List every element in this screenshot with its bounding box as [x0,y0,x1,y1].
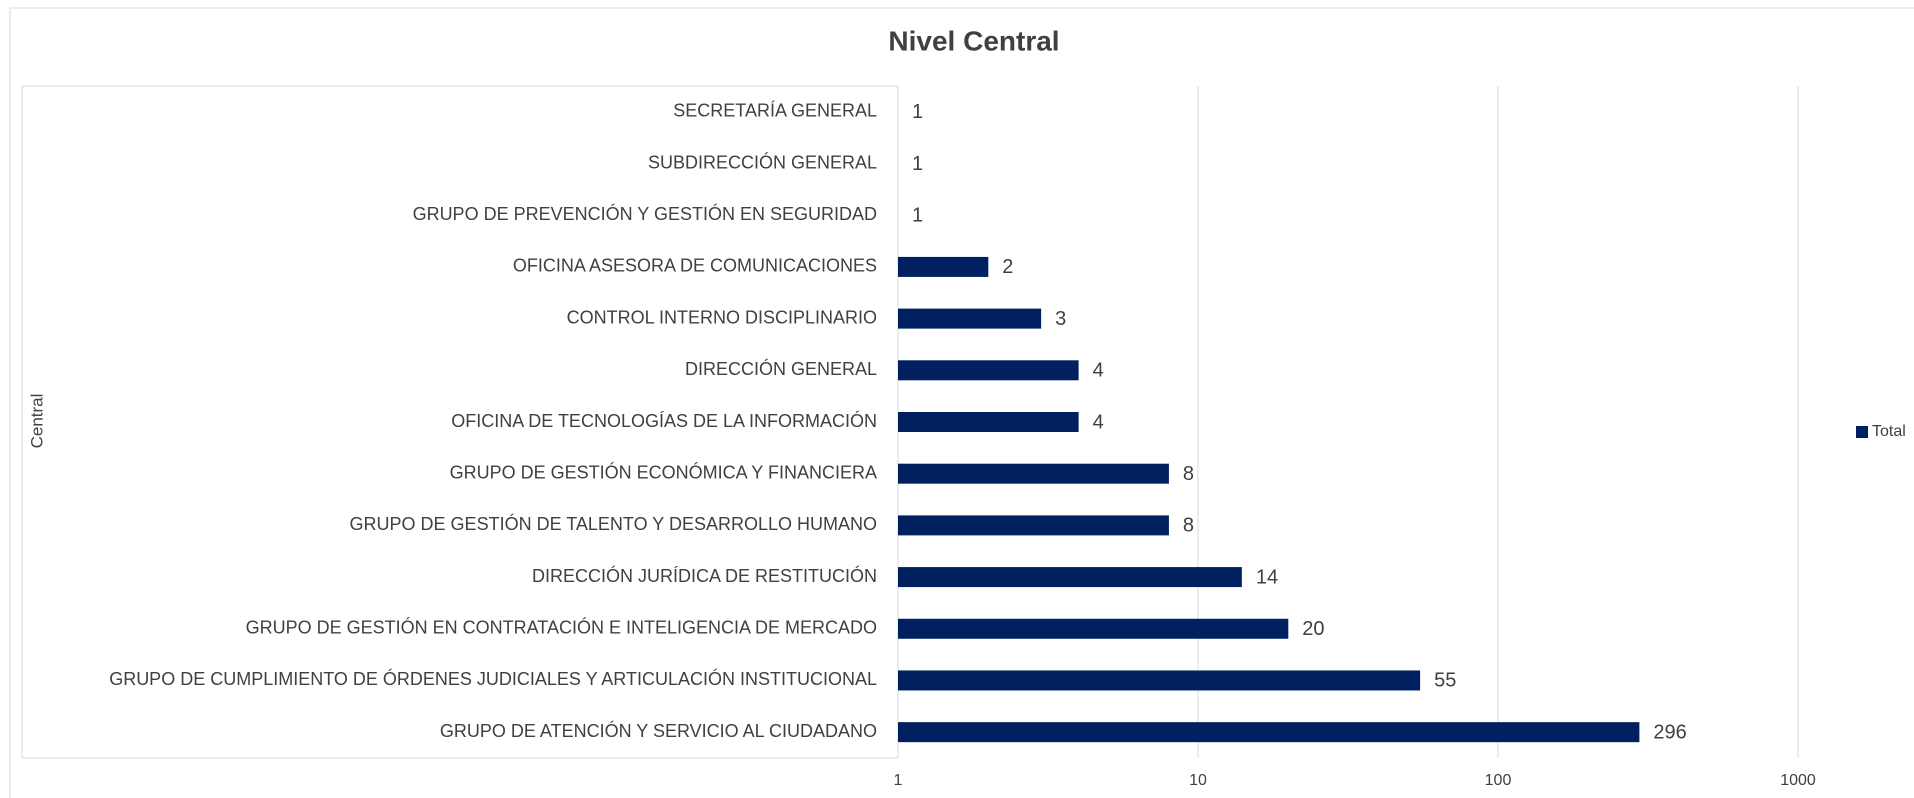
data-label: 3 [1055,308,1066,330]
y-tick-label: GRUPO DE GESTIÓN ECONÓMICA Y FINANCIERA [450,461,877,482]
bar [898,515,1169,536]
bar [898,308,1042,329]
y-tick-label: GRUPO DE PREVENCIÓN Y GESTIÓN EN SEGURID… [413,203,877,224]
y-tick-label: OFICINA DE TECNOLOGÍAS DE LA INFORMACIÓN [451,410,877,431]
x-tick-label: 1 [894,772,903,789]
y-tick-label: GRUPO DE GESTIÓN DE TALENTO Y DESARROLLO… [350,513,877,534]
legend-swatch [1856,426,1868,438]
data-label: 1 [912,153,923,175]
bar [898,256,989,277]
y-tick-label: CONTROL INTERNO DISCIPLINARIO [567,307,877,327]
legend-label: Total [1872,423,1906,440]
data-label: 1 [912,205,923,227]
y-tick-label: GRUPO DE GESTIÓN EN CONTRATACIÓN E INTEL… [246,617,877,638]
bar [898,670,1421,691]
x-tick-label: 10 [1189,772,1207,789]
data-label: 4 [1093,360,1104,382]
data-label: 8 [1183,515,1194,537]
x-tick-label: 100 [1485,772,1512,789]
y-tick-label: GRUPO DE ATENCIÓN Y SERVICIO AL CIUDADAN… [440,720,877,741]
data-label: 20 [1302,618,1324,640]
chart-frame [9,7,1914,798]
bar [898,722,1640,743]
y-axis-label: Central [27,394,46,449]
y-tick-label: SECRETARÍA GENERAL [673,101,877,121]
data-label: 296 [1653,721,1686,743]
bar [898,360,1079,381]
y-tick-label: DIRECCIÓN GENERAL [685,358,877,379]
data-label: 1 [912,101,923,123]
bar [898,567,1242,588]
data-label: 8 [1183,463,1194,485]
y-tick-label: OFICINA ASESORA DE COMUNICACIONES [513,256,877,276]
data-label: 4 [1093,411,1104,433]
y-tick-label: GRUPO DE CUMPLIMIENTO DE ÓRDENES JUDICIA… [109,668,877,689]
bar [898,463,1169,484]
data-label: 14 [1256,566,1278,588]
y-tick-label: DIRECCIÓN JURÍDICA DE RESTITUCIÓN [532,565,877,586]
x-tick-label: 1000 [1780,772,1816,789]
data-label: 2 [1002,256,1013,278]
chart-title: Nivel Central [888,25,1059,56]
data-label: 55 [1434,670,1456,692]
bar [898,412,1079,432]
bar [898,618,1289,639]
y-tick-label: SUBDIRECCIÓN GENERAL [648,151,877,172]
